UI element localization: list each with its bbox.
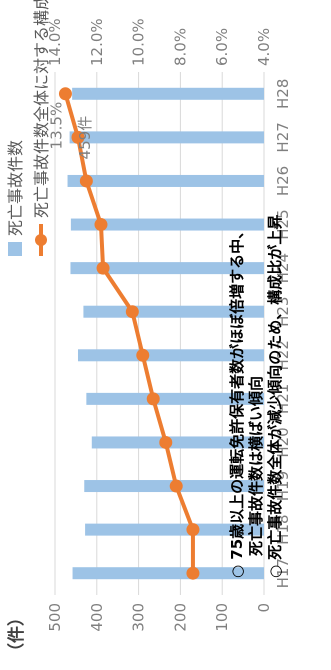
category-label-H17: H17: [274, 558, 292, 588]
category-label-H27: H27: [274, 122, 292, 152]
bar-H27: [69, 131, 264, 144]
legend-marker-line: [35, 234, 47, 246]
bar-H24: [70, 262, 264, 275]
label-last-ratio: 13.5%: [47, 102, 65, 150]
line-point-H23: [125, 305, 139, 319]
annotation-2: ○ 死亡事故件数全体が減少傾向のため、構成比が上昇: [266, 215, 284, 578]
legend-label-line: 死亡事故件数全体に対する構成比: [32, 0, 51, 218]
bar-H20: [91, 436, 264, 449]
annotation-1: 死亡事故件数は横ばい傾向: [247, 376, 265, 556]
left-tick-label-1: 100: [213, 603, 231, 632]
category-label-H23: H23: [274, 297, 292, 327]
category-label-H28: H28: [274, 79, 292, 109]
category-label-H19: H19: [274, 471, 292, 501]
bar-H26: [67, 174, 265, 187]
bar-H17: [72, 567, 264, 580]
label-last-count: 459件: [76, 116, 94, 160]
category-label-H24: H24: [274, 253, 292, 283]
line-point-H27: [71, 130, 85, 144]
right-tick-label-2: 8.0%: [171, 28, 189, 66]
right-tick-label-0: 4.0%: [255, 28, 273, 66]
bar-H22: [77, 349, 264, 362]
bar-H18: [85, 523, 265, 536]
line-point-H26: [79, 174, 93, 188]
category-label-H22: H22: [274, 340, 292, 370]
left-tick-label-0: 0: [255, 603, 273, 613]
left-tick-label-5: 500: [46, 603, 64, 632]
left-axis-unit: （件）: [6, 609, 27, 660]
bar-H25: [70, 218, 264, 231]
category-label-H18: H18: [274, 514, 292, 544]
line-point-H21: [146, 392, 160, 406]
line-point-H17: [186, 566, 200, 580]
bar-H21: [86, 392, 264, 405]
category-label-H25: H25: [274, 209, 292, 239]
category-label-H26: H26: [274, 166, 292, 196]
line-series: [63, 91, 195, 576]
line-point-H19: [169, 479, 183, 493]
line-point-H28: [58, 87, 72, 101]
left-tick-label-3: 300: [130, 603, 148, 632]
category-label-H21: H21: [274, 384, 292, 414]
right-tick-label-4: 12.0%: [88, 18, 106, 66]
right-tick-label-3: 10.0%: [130, 18, 148, 66]
line-point-H25: [94, 218, 108, 232]
line-point-H18: [186, 523, 200, 537]
line-point-H24: [96, 261, 110, 275]
annotation-0: ○ 75歳以上の運転免許保有者数がほぼ倍増する中、: [228, 224, 246, 578]
bar-H28: [72, 87, 264, 100]
left-tick-label-2: 200: [171, 603, 189, 632]
legend-label-bar: 死亡事故件数: [6, 140, 25, 236]
left-tick-label-4: 400: [88, 603, 106, 632]
line-point-H20: [159, 435, 173, 449]
line-point-H22: [136, 348, 150, 362]
category-label-H20: H20: [274, 427, 292, 457]
legend-swatch-bar: [8, 242, 22, 256]
right-tick-label-1: 6.0%: [213, 28, 231, 66]
right-tick-label-5: 14.0%: [46, 18, 64, 66]
